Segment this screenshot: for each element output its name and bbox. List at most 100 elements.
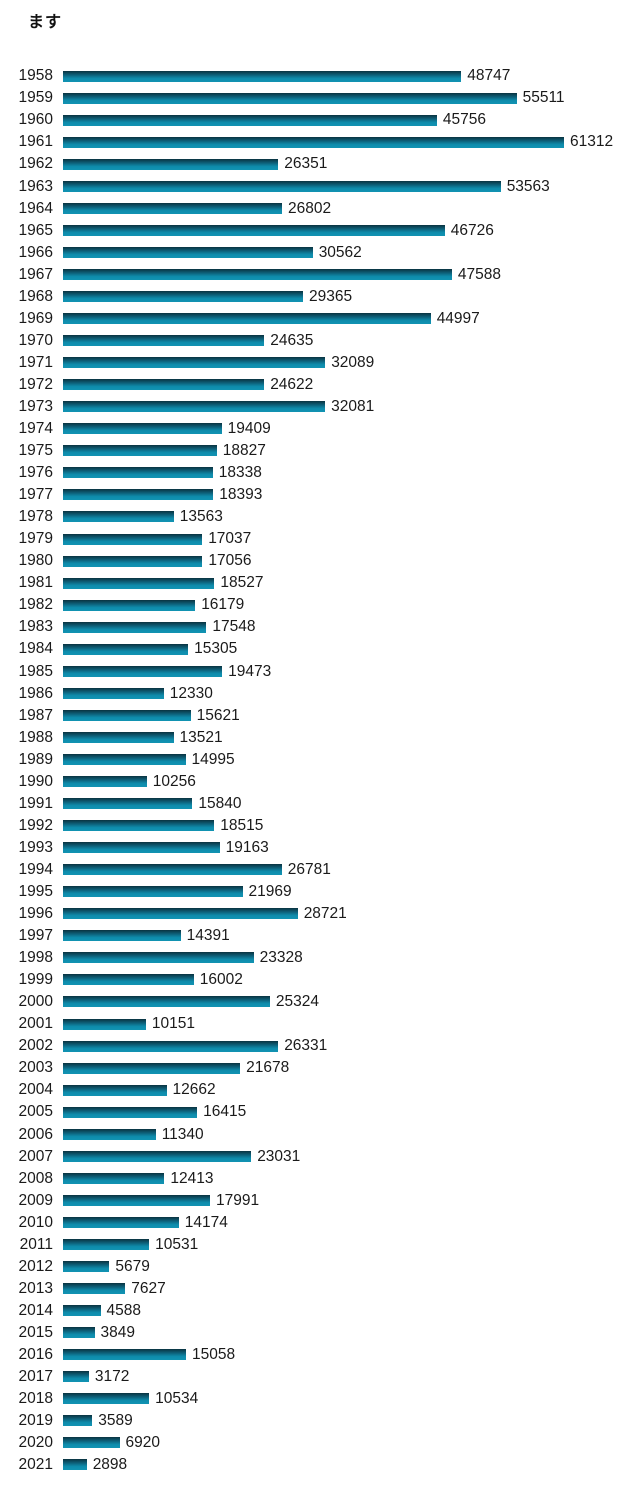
year-label: 1965 bbox=[18, 221, 53, 239]
chart-row: 1965 46726 bbox=[0, 219, 642, 241]
value-label: 18338 bbox=[218, 464, 262, 482]
chart-row: 1985 19473 bbox=[0, 660, 642, 682]
year-label: 2016 bbox=[18, 1345, 53, 1363]
bar-track bbox=[63, 1327, 95, 1339]
bar-track bbox=[63, 930, 181, 942]
value-label: 17991 bbox=[216, 1191, 260, 1209]
chart-row: 1973 32081 bbox=[0, 396, 642, 418]
bar-track bbox=[63, 158, 279, 170]
year-label: 1996 bbox=[18, 905, 53, 923]
bar bbox=[63, 136, 564, 148]
chart-row: 2001 10151 bbox=[0, 1013, 642, 1035]
bar bbox=[63, 379, 265, 391]
bar-track bbox=[63, 70, 462, 82]
chart-row: 1994 26781 bbox=[0, 859, 642, 881]
bar-track bbox=[63, 798, 193, 810]
bar-track bbox=[63, 1150, 252, 1162]
value-label: 26331 bbox=[284, 1037, 328, 1055]
chart-row: 2007 23031 bbox=[0, 1145, 642, 1167]
chart-row: 1992 18515 bbox=[0, 815, 642, 837]
year-label: 1987 bbox=[18, 706, 53, 724]
bar bbox=[63, 1437, 120, 1449]
value-label: 18827 bbox=[222, 442, 266, 460]
bar bbox=[63, 290, 303, 302]
bar-track bbox=[63, 1128, 156, 1140]
year-label: 1978 bbox=[18, 508, 53, 526]
value-label: 61312 bbox=[570, 133, 614, 151]
value-label: 45756 bbox=[442, 111, 486, 129]
chart-row: 1958 48747 bbox=[0, 65, 642, 87]
bar bbox=[63, 952, 254, 964]
year-label: 2021 bbox=[18, 1456, 53, 1474]
bar-track bbox=[63, 996, 270, 1008]
year-label: 2011 bbox=[19, 1235, 53, 1253]
bar bbox=[63, 1349, 186, 1361]
bar bbox=[63, 114, 437, 126]
year-label: 1969 bbox=[18, 309, 53, 327]
bar bbox=[63, 577, 215, 589]
chart-row: 2000 25324 bbox=[0, 991, 642, 1013]
bar-track bbox=[63, 687, 164, 699]
value-label: 23328 bbox=[259, 949, 303, 967]
value-label: 19473 bbox=[228, 662, 272, 680]
value-label: 7627 bbox=[131, 1279, 166, 1297]
chart-row: 1962 26351 bbox=[0, 153, 642, 175]
bar bbox=[63, 1261, 110, 1273]
value-label: 19409 bbox=[227, 420, 271, 438]
value-label: 15058 bbox=[192, 1345, 236, 1363]
bar bbox=[63, 1040, 279, 1052]
bar-track bbox=[63, 511, 174, 523]
value-label: 15840 bbox=[198, 794, 242, 812]
bar-track bbox=[63, 313, 431, 325]
bar bbox=[63, 1172, 165, 1184]
bar bbox=[63, 1018, 146, 1030]
bar-track bbox=[63, 335, 265, 347]
bar bbox=[63, 776, 147, 788]
bar bbox=[63, 1128, 156, 1140]
bar bbox=[63, 1371, 89, 1383]
bar-track bbox=[63, 555, 203, 567]
bar bbox=[63, 864, 282, 876]
bar bbox=[63, 709, 191, 721]
year-label: 1968 bbox=[18, 287, 53, 305]
year-label: 1988 bbox=[18, 728, 53, 746]
year-label: 2010 bbox=[18, 1213, 53, 1231]
bar-track bbox=[63, 202, 282, 214]
value-label: 19163 bbox=[225, 838, 269, 856]
chart-row: 1963 53563 bbox=[0, 175, 642, 197]
value-label: 14995 bbox=[191, 750, 235, 768]
bar-track bbox=[63, 1084, 167, 1096]
year-label: 1973 bbox=[18, 397, 53, 415]
bar bbox=[63, 886, 243, 898]
bar bbox=[63, 1393, 150, 1405]
year-label: 1971 bbox=[18, 353, 53, 371]
chart-row: 1969 44997 bbox=[0, 308, 642, 330]
bar bbox=[63, 335, 265, 347]
year-label: 2006 bbox=[18, 1125, 53, 1143]
value-label: 13563 bbox=[179, 508, 223, 526]
bar bbox=[63, 621, 207, 633]
chart-row: 1984 15305 bbox=[0, 638, 642, 660]
bar bbox=[63, 930, 181, 942]
bar bbox=[63, 92, 517, 104]
year-label: 2004 bbox=[18, 1081, 53, 1099]
bar-track bbox=[63, 1172, 165, 1184]
value-label: 18527 bbox=[220, 574, 264, 592]
chart-row: 2012 5679 bbox=[0, 1256, 642, 1278]
bar bbox=[63, 599, 196, 611]
year-label: 1993 bbox=[18, 838, 53, 856]
bar-track bbox=[63, 1062, 241, 1074]
chart-row: 1997 14391 bbox=[0, 925, 642, 947]
bar-track bbox=[63, 643, 189, 655]
year-label: 1977 bbox=[18, 486, 53, 504]
value-label: 12662 bbox=[172, 1081, 216, 1099]
chart-row: 1964 26802 bbox=[0, 197, 642, 219]
value-label: 16002 bbox=[199, 971, 243, 989]
bar-track bbox=[63, 224, 445, 236]
chart-row: 1960 45756 bbox=[0, 109, 642, 131]
chart-row: 1979 17037 bbox=[0, 528, 642, 550]
bar-track bbox=[63, 621, 207, 633]
chart-row: 1998 23328 bbox=[0, 947, 642, 969]
value-label: 17037 bbox=[208, 530, 252, 548]
bar-track bbox=[63, 114, 437, 126]
